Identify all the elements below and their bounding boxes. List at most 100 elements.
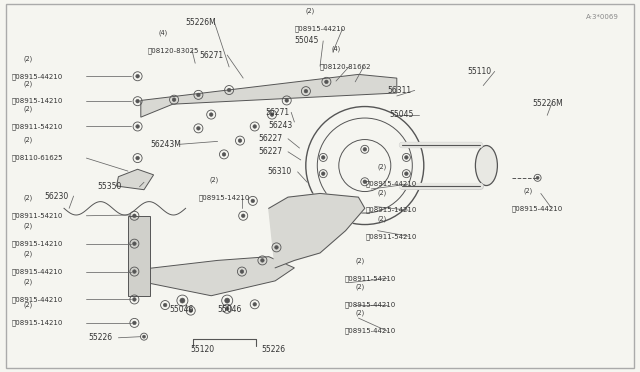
Text: 56243M: 56243M bbox=[150, 140, 181, 149]
Text: (2): (2) bbox=[23, 302, 32, 308]
Text: Ⓦ08915-44210: Ⓦ08915-44210 bbox=[12, 73, 63, 80]
Circle shape bbox=[143, 335, 145, 338]
Polygon shape bbox=[138, 257, 294, 296]
Circle shape bbox=[240, 270, 244, 273]
Text: Ⓝ08911-54210: Ⓝ08911-54210 bbox=[12, 212, 63, 219]
Circle shape bbox=[189, 309, 193, 312]
Text: (2): (2) bbox=[23, 55, 32, 62]
Circle shape bbox=[321, 172, 325, 176]
Text: (2): (2) bbox=[23, 250, 32, 257]
Text: 55046: 55046 bbox=[170, 305, 194, 314]
Ellipse shape bbox=[476, 145, 497, 186]
Circle shape bbox=[536, 176, 539, 179]
Text: (2): (2) bbox=[378, 163, 387, 170]
Text: 56227: 56227 bbox=[259, 134, 283, 143]
Text: Ⓦ08915-44210: Ⓦ08915-44210 bbox=[12, 296, 63, 303]
Circle shape bbox=[363, 180, 367, 183]
Text: (2): (2) bbox=[23, 105, 32, 112]
Circle shape bbox=[404, 172, 408, 176]
Circle shape bbox=[132, 242, 136, 246]
Circle shape bbox=[172, 98, 176, 102]
Text: Ⓦ08915-44210: Ⓦ08915-44210 bbox=[294, 26, 346, 32]
Text: (2): (2) bbox=[23, 278, 32, 285]
Text: Ⓥ08915-14210: Ⓥ08915-14210 bbox=[12, 240, 63, 247]
Text: (2): (2) bbox=[210, 177, 219, 183]
Circle shape bbox=[270, 113, 274, 116]
Circle shape bbox=[196, 93, 200, 97]
Circle shape bbox=[209, 113, 213, 116]
Text: 56311: 56311 bbox=[387, 86, 412, 95]
Text: A·3*0069: A·3*0069 bbox=[586, 14, 618, 20]
Text: 56230: 56230 bbox=[45, 192, 69, 201]
Circle shape bbox=[222, 153, 226, 156]
Circle shape bbox=[275, 246, 278, 249]
Text: Ⓑ08110-61625: Ⓑ08110-61625 bbox=[12, 155, 63, 161]
Circle shape bbox=[253, 302, 257, 306]
Text: 55045: 55045 bbox=[294, 36, 319, 45]
Circle shape bbox=[132, 298, 136, 301]
Text: Ⓑ08120-81662: Ⓑ08120-81662 bbox=[320, 64, 371, 70]
Text: Ⓑ08120-83025: Ⓑ08120-83025 bbox=[147, 47, 198, 54]
Text: (4): (4) bbox=[159, 29, 168, 36]
Text: 56271: 56271 bbox=[266, 108, 290, 117]
Text: 55120: 55120 bbox=[191, 345, 215, 354]
Text: (2): (2) bbox=[23, 195, 32, 201]
Text: (2): (2) bbox=[356, 284, 365, 291]
Circle shape bbox=[321, 155, 325, 159]
Circle shape bbox=[196, 126, 200, 130]
Polygon shape bbox=[116, 169, 154, 190]
Text: (2): (2) bbox=[378, 189, 387, 196]
Circle shape bbox=[304, 89, 308, 93]
Circle shape bbox=[241, 214, 245, 218]
Text: Ⓦ08915-14210: Ⓦ08915-14210 bbox=[12, 98, 63, 105]
Circle shape bbox=[251, 199, 255, 203]
Text: (2): (2) bbox=[378, 215, 387, 222]
Text: Ⓦ08915-44210: Ⓦ08915-44210 bbox=[12, 268, 63, 275]
Text: Ⓦ08915-14210: Ⓦ08915-14210 bbox=[12, 320, 63, 326]
Circle shape bbox=[225, 298, 230, 303]
Text: Ⓝ08911-54210: Ⓝ08911-54210 bbox=[366, 233, 417, 240]
Circle shape bbox=[136, 99, 140, 103]
Text: 55226: 55226 bbox=[88, 333, 113, 342]
Text: 56243: 56243 bbox=[269, 121, 293, 130]
Text: 55046: 55046 bbox=[218, 305, 242, 314]
Circle shape bbox=[225, 307, 229, 311]
Circle shape bbox=[136, 125, 140, 128]
Circle shape bbox=[260, 259, 264, 262]
Text: 55226M: 55226M bbox=[186, 18, 216, 27]
Text: 56271: 56271 bbox=[200, 51, 224, 60]
Text: 56310: 56310 bbox=[268, 167, 292, 176]
Circle shape bbox=[136, 156, 140, 160]
Circle shape bbox=[132, 214, 136, 218]
Circle shape bbox=[180, 298, 185, 303]
Text: 55226: 55226 bbox=[261, 345, 285, 354]
Circle shape bbox=[227, 88, 231, 92]
Text: 55045: 55045 bbox=[389, 110, 413, 119]
Text: (2): (2) bbox=[23, 137, 32, 144]
Text: (4): (4) bbox=[332, 46, 340, 52]
Text: Ⓝ08911-54210: Ⓝ08911-54210 bbox=[344, 275, 396, 282]
Text: (2): (2) bbox=[356, 257, 365, 264]
Polygon shape bbox=[269, 193, 365, 268]
Text: (2): (2) bbox=[356, 310, 365, 317]
Circle shape bbox=[136, 74, 140, 78]
Circle shape bbox=[238, 139, 242, 142]
Text: (2): (2) bbox=[306, 8, 315, 15]
Text: Ⓝ08911-54210: Ⓝ08911-54210 bbox=[12, 123, 63, 130]
Text: Ⓦ08915-44210: Ⓦ08915-44210 bbox=[344, 302, 396, 308]
Text: (2): (2) bbox=[23, 222, 32, 229]
Text: Ⓦ08915-14210: Ⓦ08915-14210 bbox=[198, 195, 250, 201]
Circle shape bbox=[163, 303, 167, 307]
Circle shape bbox=[285, 99, 289, 102]
Polygon shape bbox=[128, 216, 150, 296]
Text: 55226M: 55226M bbox=[532, 99, 563, 108]
Text: Ⓦ08915-44210: Ⓦ08915-44210 bbox=[512, 205, 563, 212]
Circle shape bbox=[363, 148, 367, 151]
Text: 55110: 55110 bbox=[467, 67, 492, 76]
Text: 56227: 56227 bbox=[259, 147, 283, 156]
Text: Ⓦ08915-44210: Ⓦ08915-44210 bbox=[366, 181, 417, 187]
Text: (2): (2) bbox=[524, 187, 532, 194]
Text: (2): (2) bbox=[23, 80, 32, 87]
Circle shape bbox=[404, 155, 408, 159]
Circle shape bbox=[324, 80, 328, 84]
